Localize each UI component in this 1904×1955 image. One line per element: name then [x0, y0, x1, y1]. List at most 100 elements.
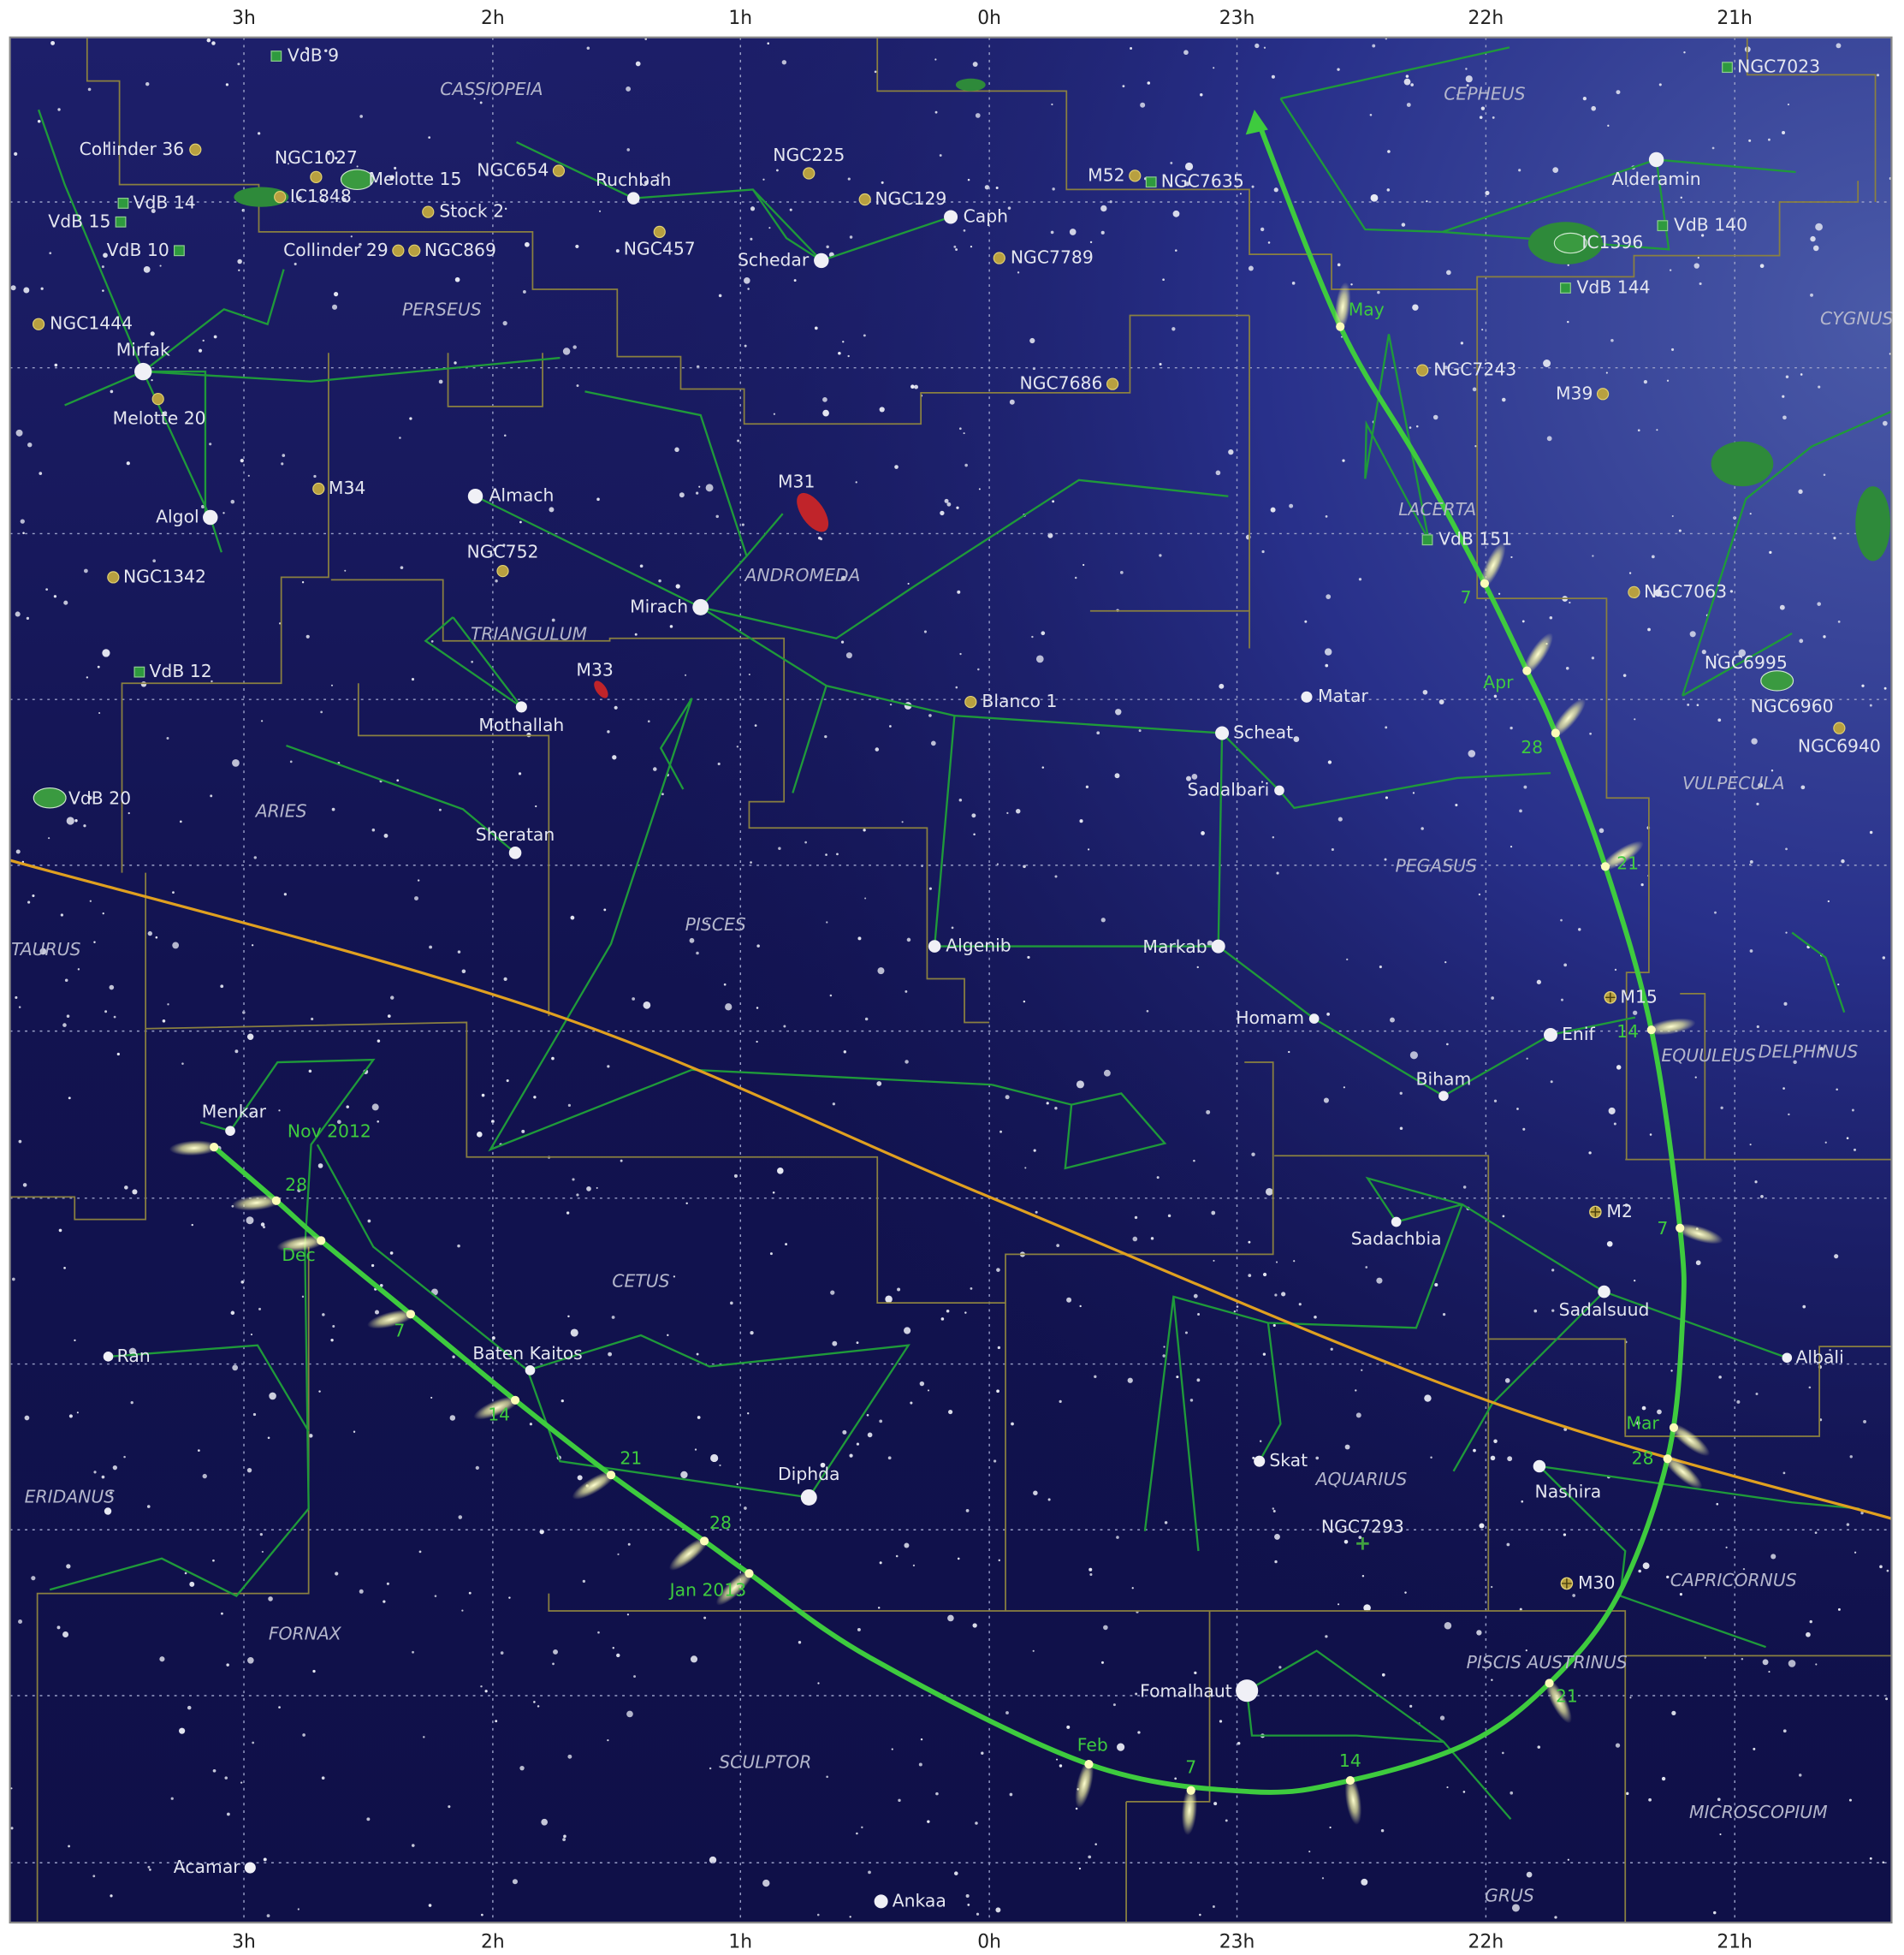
galaxy [797, 492, 829, 532]
star-cluster [408, 244, 421, 257]
background-star [825, 853, 827, 856]
background-star [675, 584, 680, 589]
background-star [1112, 1703, 1116, 1707]
background-star [371, 828, 376, 832]
background-star [551, 1056, 555, 1061]
background-star [1718, 1376, 1722, 1379]
background-star [1504, 1378, 1510, 1383]
background-star [1131, 1587, 1134, 1590]
background-star [367, 1219, 371, 1223]
background-star [975, 1821, 978, 1825]
background-star [1041, 766, 1045, 769]
background-star [1213, 67, 1215, 69]
background-star [570, 915, 575, 920]
background-star [1632, 1010, 1638, 1015]
deep-sky-label: NGC457 [624, 238, 696, 258]
background-star [586, 1185, 591, 1191]
background-star [1851, 1108, 1854, 1112]
deep-sky-label: NGC1444 [50, 313, 133, 334]
background-star [83, 824, 86, 828]
background-star [1272, 1323, 1276, 1328]
background-star [167, 1003, 169, 1006]
deep-sky-label: M39 [1556, 383, 1593, 403]
background-star [1248, 265, 1254, 271]
background-star [964, 463, 968, 467]
background-star [253, 856, 257, 859]
background-star [1076, 1080, 1084, 1089]
background-star [832, 1340, 838, 1346]
bright-star [508, 847, 522, 859]
background-star [1490, 1455, 1496, 1461]
background-star [50, 40, 56, 45]
background-star [390, 995, 394, 1000]
constellation-name: MICROSCOPIUM [1689, 1802, 1828, 1822]
constellation-name: TRIANGULUM [471, 623, 588, 644]
background-star [964, 1311, 967, 1314]
background-star [1262, 1352, 1266, 1356]
background-star [741, 523, 744, 526]
background-star [301, 581, 305, 584]
star-label: Baten Kaitos [472, 1343, 582, 1364]
background-star [31, 1576, 36, 1581]
comet-tail [276, 1235, 326, 1252]
constellation-boundary [447, 353, 543, 407]
background-star [919, 1381, 925, 1387]
background-star [1560, 918, 1563, 922]
background-star [1552, 167, 1559, 173]
background-star [849, 1453, 853, 1458]
comet-date-label: 7 [1657, 1218, 1668, 1239]
background-star [140, 681, 147, 687]
background-star [1869, 704, 1872, 707]
comet-date-label: 21 [1556, 1685, 1578, 1706]
background-star [359, 115, 363, 118]
background-star [257, 132, 261, 135]
background-star [105, 144, 109, 148]
reflection-nebula [1722, 62, 1733, 74]
background-star [1103, 1625, 1108, 1631]
background-star [798, 1641, 802, 1644]
background-star [246, 1216, 254, 1225]
background-star [418, 1550, 422, 1554]
bright-star [467, 489, 483, 504]
background-star [567, 1754, 572, 1759]
background-star [709, 1856, 717, 1864]
background-star [1338, 1603, 1340, 1606]
background-star [1219, 683, 1225, 689]
background-star [617, 1553, 620, 1556]
background-star [102, 912, 104, 915]
background-star [1592, 555, 1594, 557]
deep-sky-label: NGC7686 [1019, 373, 1102, 394]
ra-label-bottom: 3h [232, 1931, 256, 1952]
background-star [998, 1559, 1000, 1562]
background-star [297, 1908, 300, 1910]
background-star [89, 900, 92, 902]
background-star [1380, 1828, 1385, 1833]
background-star [93, 941, 96, 943]
background-star [123, 1455, 126, 1459]
background-star [18, 1139, 22, 1144]
background-star [101, 265, 104, 269]
background-star [1412, 304, 1419, 311]
background-star [562, 1838, 566, 1842]
background-star [1563, 963, 1568, 967]
bright-star [1301, 691, 1313, 703]
background-star [1147, 81, 1151, 85]
comet-head [744, 1569, 754, 1578]
background-star [940, 1317, 945, 1321]
background-star [128, 811, 130, 815]
background-star [386, 1582, 389, 1585]
background-star [856, 1341, 859, 1345]
background-star [1656, 429, 1658, 431]
comet-date-label: 28 [709, 1512, 732, 1533]
background-star [1225, 1819, 1228, 1822]
background-star [736, 1483, 738, 1485]
background-star [1634, 718, 1636, 721]
background-star [1088, 1855, 1092, 1859]
background-star [849, 1916, 851, 1918]
background-star [876, 1081, 882, 1086]
background-star [717, 762, 721, 766]
background-star [967, 1904, 970, 1906]
comet-head [1663, 1454, 1672, 1464]
background-star [1879, 1565, 1883, 1569]
background-star [614, 705, 618, 710]
